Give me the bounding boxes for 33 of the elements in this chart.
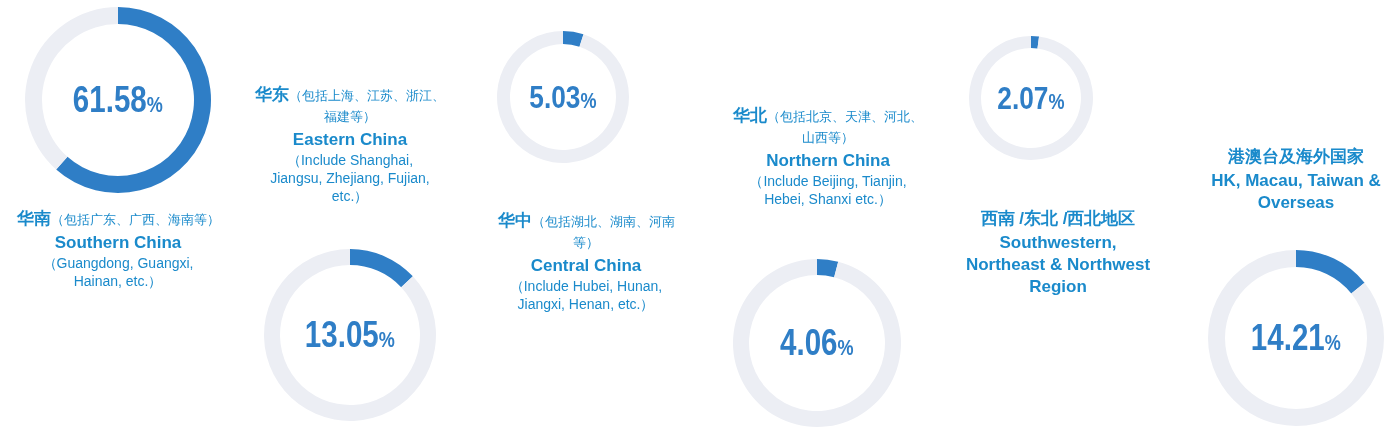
text: （Include Beijing, Tianjin, Hebei, Shanxi etc.）: [748, 172, 908, 209]
data-label: 4.06%: [780, 322, 854, 363]
data-label: 5.03%: [529, 78, 597, 115]
chart-title: 华东（包括上海、江苏、浙江、福建等）: [255, 85, 445, 125]
text: （Guangdong, Guangxi, Hainan, etc.）: [41, 254, 195, 291]
donut-slice: [969, 36, 1093, 160]
donut-slice: [1208, 250, 1384, 426]
chart-subtitle: Northern China: [765, 149, 891, 172]
text: （Include Hubei, Hunan, Jiangxi, Henan, etc.）: [508, 277, 664, 314]
donut-slice: [1031, 36, 1040, 49]
text: Central China: [529, 254, 643, 277]
data-label: 14.21%: [1251, 317, 1341, 358]
text: Southern China: [53, 232, 183, 255]
donut-slice: [563, 31, 584, 47]
text: （Include Shanghai, Jiangsu, Zhejiang, Fujian, etc.）: [269, 151, 431, 206]
donut-slice: [350, 249, 413, 288]
chart-subtitle: Eastern China: [291, 128, 409, 151]
text: 西南 /东北 /西北地区: [980, 209, 1136, 228]
donut-slice: [56, 7, 211, 193]
chart-title: 港澳台及海外国家: [1228, 147, 1364, 166]
text: 华南（包括广东、广西、海南等）: [16, 209, 220, 228]
chart-subtitle: HK, Macau, Taiwan & Overseas: [1210, 170, 1382, 215]
donut-slice: [817, 259, 839, 278]
text: Southwestern, Northeast & Northwest Region: [964, 232, 1152, 299]
chart-title: 华北（包括北京、天津、河北、山西等）: [733, 106, 923, 146]
donut-slice: [497, 31, 629, 163]
data-label: 61.58%: [73, 79, 163, 120]
data-label: 2.07%: [997, 79, 1065, 116]
donut-slice: [1296, 250, 1365, 294]
data-label: 13.05%: [305, 314, 395, 355]
donut-slice: [264, 249, 436, 421]
text: 华中（包括湖北、湖南、河南等）: [497, 211, 675, 251]
donut-slice: [733, 259, 901, 427]
